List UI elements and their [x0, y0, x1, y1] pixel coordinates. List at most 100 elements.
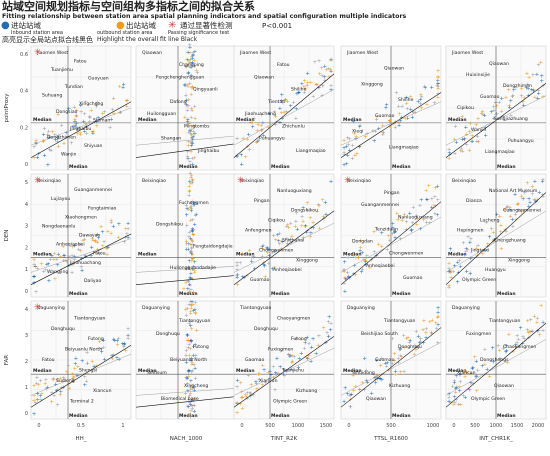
- data-point: +: [184, 280, 189, 286]
- data-point: +: [76, 247, 81, 253]
- data-point: +: [55, 402, 60, 408]
- data-point: +: [42, 126, 47, 132]
- data-point: +: [322, 75, 327, 81]
- data-point: +: [504, 349, 509, 355]
- data-point: +: [90, 129, 95, 135]
- station-label: Kizhuang: [389, 383, 410, 389]
- data-point: +: [189, 326, 194, 332]
- data-point: +: [267, 254, 272, 260]
- data-point: +: [186, 247, 191, 253]
- data-point: +: [184, 103, 189, 109]
- median-label: Median: [69, 164, 88, 170]
- station-label: Huilongguandadajie: [170, 265, 216, 271]
- data-point: +: [121, 82, 126, 88]
- station-label: Tiantongyuan: [383, 318, 416, 324]
- data-point: +: [342, 138, 347, 144]
- data-point: +: [303, 223, 308, 229]
- data-point: +: [296, 365, 301, 371]
- data-point: +: [279, 98, 284, 104]
- data-point: +: [397, 112, 402, 118]
- data-point: +: [280, 239, 285, 245]
- median-label: Median: [271, 291, 290, 297]
- panel-r2c3: MedianMedian++++++++++++++++++++++++++++…: [233, 173, 335, 298]
- data-point: +: [540, 79, 545, 85]
- data-point: +: [380, 230, 385, 236]
- data-point: +: [447, 261, 452, 267]
- data-point: +: [124, 98, 129, 104]
- data-point: +: [378, 377, 383, 383]
- data-point: +: [356, 256, 361, 262]
- data-point: +: [47, 279, 52, 285]
- data-point: +: [74, 121, 79, 127]
- station-label: Fengtaimiao: [88, 205, 117, 211]
- data-point: +: [190, 56, 195, 62]
- data-point: +: [276, 239, 281, 245]
- data-point: +: [392, 358, 397, 364]
- data-point: +: [408, 338, 413, 344]
- fit-line-group: [445, 210, 547, 273]
- x-tick-label: 500: [470, 423, 480, 429]
- data-point: +: [343, 289, 348, 295]
- data-point: +: [190, 141, 195, 147]
- y-tick-label: 2: [25, 359, 28, 365]
- data-point: +: [84, 379, 89, 385]
- data-point: +: [541, 95, 546, 101]
- station-label: Donghuqu: [156, 331, 180, 337]
- data-point: +: [537, 333, 542, 339]
- data-point: +: [190, 135, 195, 141]
- data-point: +: [502, 207, 507, 213]
- data-point: +: [126, 235, 131, 241]
- data-point: +: [301, 236, 306, 242]
- station-label: Jiaomen West: [239, 50, 271, 56]
- data-point: +: [453, 252, 458, 258]
- data-point: +: [110, 356, 115, 362]
- station-label: Jinghaibu: [69, 126, 91, 132]
- data-point: +: [324, 67, 329, 73]
- data-point: +: [55, 378, 60, 384]
- station-label: Guanganmennei: [361, 202, 399, 208]
- data-point: +: [190, 177, 195, 183]
- median-label: Median: [179, 164, 198, 170]
- data-point: +: [292, 354, 297, 360]
- data-point: +: [102, 109, 107, 115]
- data-point: +: [73, 121, 78, 127]
- station-label: Chengzhuang: [494, 237, 526, 243]
- data-point: +: [363, 262, 368, 268]
- data-point: +: [190, 300, 195, 306]
- data-point: +: [32, 274, 37, 280]
- data-point: +: [464, 246, 469, 252]
- data-point: +: [419, 197, 424, 203]
- data-point: +: [272, 109, 277, 115]
- x-tick-label: 1000: [490, 423, 503, 429]
- data-point: +: [99, 350, 104, 356]
- data-point: +: [392, 351, 397, 357]
- data-point: +: [122, 239, 127, 245]
- station-label: Tenziduan: [374, 226, 398, 232]
- data-point: +: [435, 212, 440, 218]
- data-point: +: [453, 400, 458, 406]
- data-point: +: [415, 216, 420, 222]
- data-point: +: [483, 347, 488, 353]
- x-axis-label-1: NACH_1000: [170, 436, 203, 442]
- data-point: +: [190, 362, 195, 368]
- data-point: +: [185, 108, 190, 114]
- data-point: +: [317, 334, 322, 340]
- data-point: +: [500, 96, 505, 102]
- data-point: +: [326, 319, 331, 325]
- data-point: +: [184, 98, 189, 104]
- data-point: +: [189, 306, 194, 312]
- data-point: +: [188, 218, 193, 224]
- data-point: +: [185, 376, 190, 382]
- data-point: +: [186, 279, 191, 285]
- data-point: +: [364, 379, 369, 385]
- fit-line-overall: [135, 143, 237, 158]
- data-point: +: [462, 137, 467, 143]
- data-point: +: [190, 181, 195, 187]
- data-point: +: [532, 197, 537, 203]
- data-point: +: [245, 144, 250, 150]
- data-point: +: [398, 118, 403, 124]
- data-point: +: [408, 107, 413, 113]
- data-point: +: [247, 148, 252, 154]
- data-point: +: [309, 345, 314, 351]
- data-point: +: [41, 269, 46, 275]
